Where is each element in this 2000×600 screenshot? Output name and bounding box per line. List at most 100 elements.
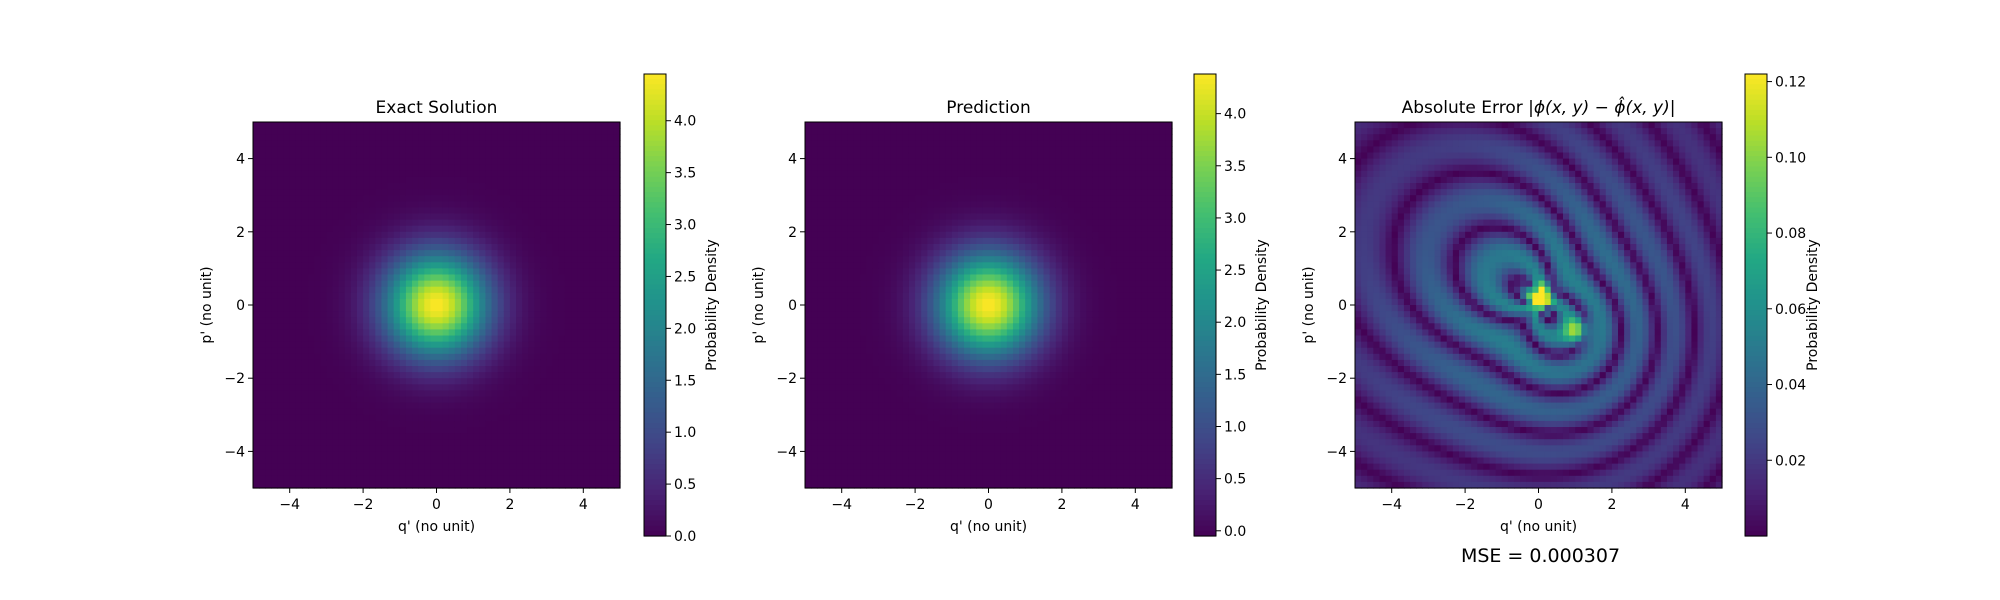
heatmap-cell bbox=[497, 262, 505, 269]
heatmap-cell bbox=[595, 402, 603, 410]
heatmap-cell bbox=[350, 244, 358, 251]
heatmap-cell bbox=[418, 225, 425, 233]
heatmap-cell bbox=[314, 140, 321, 147]
heatmap-cell bbox=[418, 189, 425, 196]
heatmap-cell bbox=[308, 134, 315, 141]
heatmap-cell bbox=[375, 445, 383, 452]
heatmap-cell bbox=[338, 311, 346, 318]
heatmap-cell bbox=[375, 366, 383, 373]
heatmap-cell bbox=[301, 176, 309, 184]
heatmap-cell bbox=[271, 280, 279, 288]
heatmap-cell bbox=[497, 481, 505, 489]
heatmap-cell bbox=[436, 219, 444, 227]
heatmap-cell bbox=[387, 158, 395, 166]
heatmap-cell bbox=[921, 201, 928, 208]
heatmap-cell bbox=[295, 335, 303, 343]
heatmap-cell bbox=[497, 219, 505, 227]
heatmap-cell bbox=[805, 451, 812, 459]
heatmap-cell bbox=[558, 128, 566, 135]
heatmap-cell bbox=[601, 463, 609, 471]
heatmap-cell bbox=[259, 359, 266, 367]
heatmap-cell bbox=[841, 292, 849, 300]
heatmap-cell bbox=[473, 158, 480, 166]
heatmap-cell bbox=[363, 317, 370, 324]
heatmap-cell bbox=[369, 341, 376, 349]
heatmap-cell bbox=[835, 176, 843, 184]
heatmap-cell bbox=[902, 469, 910, 477]
heatmap-cell bbox=[473, 384, 480, 391]
heatmap-cell bbox=[577, 292, 584, 300]
heatmap-cell bbox=[589, 231, 597, 239]
heatmap-cell bbox=[491, 280, 499, 288]
heatmap-cell bbox=[418, 317, 425, 324]
heatmap-cell bbox=[908, 213, 916, 221]
heatmap-cell bbox=[522, 475, 529, 483]
heatmap-cell bbox=[253, 256, 260, 263]
heatmap-cell bbox=[338, 219, 346, 227]
heatmap-cell bbox=[344, 268, 352, 276]
heatmap-cell bbox=[571, 122, 578, 129]
heatmap-cell bbox=[552, 213, 560, 221]
heatmap-cell bbox=[485, 469, 493, 477]
heatmap-cell bbox=[356, 170, 364, 178]
heatmap-cell bbox=[589, 475, 597, 483]
heatmap-cell bbox=[872, 439, 879, 446]
heatmap-cell bbox=[503, 311, 511, 318]
heatmap-cell bbox=[497, 164, 505, 172]
heatmap-cell bbox=[902, 201, 910, 208]
heatmap-cell bbox=[308, 475, 315, 483]
heatmap-cell bbox=[375, 280, 383, 288]
heatmap-cell bbox=[811, 280, 818, 288]
heatmap-cell bbox=[424, 347, 431, 355]
heatmap-cell bbox=[908, 268, 916, 276]
colorbar-step bbox=[644, 274, 666, 280]
heatmap-cell bbox=[381, 427, 389, 434]
heatmap-cell bbox=[326, 183, 334, 190]
heatmap-cell bbox=[607, 268, 615, 276]
heatmap-cell bbox=[418, 457, 425, 465]
heatmap-cell bbox=[320, 140, 327, 147]
heatmap-cell bbox=[485, 396, 493, 404]
heatmap-cell bbox=[564, 268, 572, 276]
heatmap-cell bbox=[473, 250, 480, 257]
heatmap-cell bbox=[265, 250, 272, 257]
heatmap-cell bbox=[259, 402, 266, 410]
heatmap-cell bbox=[393, 347, 401, 355]
heatmap-cell bbox=[571, 420, 578, 428]
heatmap-cell bbox=[811, 250, 818, 257]
heatmap-cell bbox=[853, 213, 861, 221]
heatmap-cell bbox=[430, 195, 438, 202]
heatmap-cell bbox=[503, 427, 511, 434]
heatmap-cell bbox=[418, 402, 425, 410]
heatmap-cell bbox=[436, 170, 444, 178]
heatmap-cell bbox=[375, 250, 383, 257]
heatmap-cell bbox=[350, 457, 358, 465]
heatmap-cell bbox=[308, 183, 315, 190]
heatmap-cell bbox=[467, 420, 474, 428]
heatmap-cell bbox=[546, 335, 554, 343]
heatmap-cell bbox=[289, 329, 297, 337]
heatmap-cell bbox=[405, 353, 413, 361]
heatmap-cell bbox=[424, 213, 431, 221]
heatmap-cell bbox=[326, 384, 334, 391]
heatmap-cell bbox=[546, 158, 554, 166]
heatmap-cell bbox=[884, 390, 892, 398]
heatmap-cell bbox=[915, 433, 922, 440]
heatmap-cell bbox=[314, 305, 321, 312]
heatmap-cell bbox=[860, 427, 867, 434]
heatmap-cell bbox=[375, 451, 383, 459]
heatmap-cell bbox=[872, 256, 879, 263]
heatmap-cell bbox=[805, 158, 812, 166]
heatmap-cell bbox=[509, 183, 517, 190]
heatmap-cell bbox=[558, 250, 566, 257]
heatmap-cell bbox=[896, 427, 904, 434]
heatmap-cell bbox=[558, 201, 566, 208]
heatmap-cell bbox=[613, 433, 621, 440]
heatmap-cell bbox=[908, 122, 916, 129]
heatmap-cell bbox=[344, 323, 352, 330]
heatmap-cell bbox=[503, 183, 511, 190]
heatmap-cell bbox=[896, 250, 904, 257]
heatmap-cell bbox=[253, 329, 260, 337]
heatmap-cell bbox=[908, 481, 916, 489]
heatmap-cell bbox=[356, 329, 364, 337]
